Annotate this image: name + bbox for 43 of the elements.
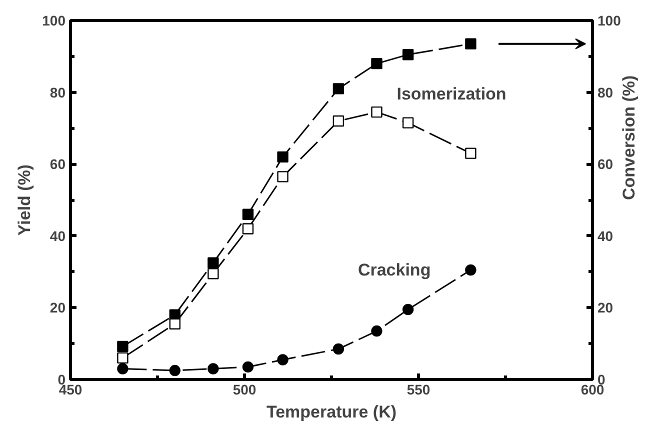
point — [117, 340, 128, 352]
y2-tick-label: 40 — [598, 228, 614, 244]
y-tick-label: 100 — [42, 12, 66, 28]
y2-axis-title: Conversion (%) — [619, 75, 638, 200]
point — [117, 352, 128, 364]
point — [242, 208, 254, 220]
point — [402, 49, 414, 60]
point — [242, 223, 254, 234]
point — [371, 106, 382, 118]
point — [208, 363, 219, 374]
point — [169, 364, 180, 376]
point — [332, 83, 344, 94]
y-tick-label: 60 — [50, 156, 66, 172]
point — [277, 171, 288, 182]
point — [371, 325, 382, 337]
y2-tick-label: 100 — [598, 12, 622, 28]
point — [465, 148, 476, 159]
y2-tick-label: 80 — [598, 84, 614, 100]
point — [332, 115, 344, 127]
point — [208, 268, 219, 280]
point — [402, 117, 414, 128]
point — [465, 38, 476, 50]
point — [277, 354, 288, 366]
x-axis-title: Temperature (K) — [266, 402, 397, 422]
point — [242, 361, 254, 373]
point — [402, 304, 414, 316]
y2-tick-label: 20 — [598, 300, 614, 316]
x-tick-label: 500 — [232, 382, 256, 398]
y2-tick-label: 60 — [598, 156, 614, 172]
y-tick-label: 40 — [50, 228, 66, 244]
point — [169, 318, 180, 330]
y-axis-title: Yield (%) — [15, 164, 34, 236]
point — [117, 363, 128, 374]
point — [277, 151, 288, 163]
point — [371, 58, 382, 70]
point — [465, 264, 476, 276]
x-tick-label: 550 — [406, 382, 430, 398]
series-label: Cracking — [358, 260, 431, 280]
point — [208, 257, 219, 268]
y-tick-label: 80 — [50, 84, 66, 100]
series-label: Isomerization — [396, 84, 506, 104]
point — [332, 343, 344, 355]
y-tick-label: 20 — [50, 300, 66, 316]
